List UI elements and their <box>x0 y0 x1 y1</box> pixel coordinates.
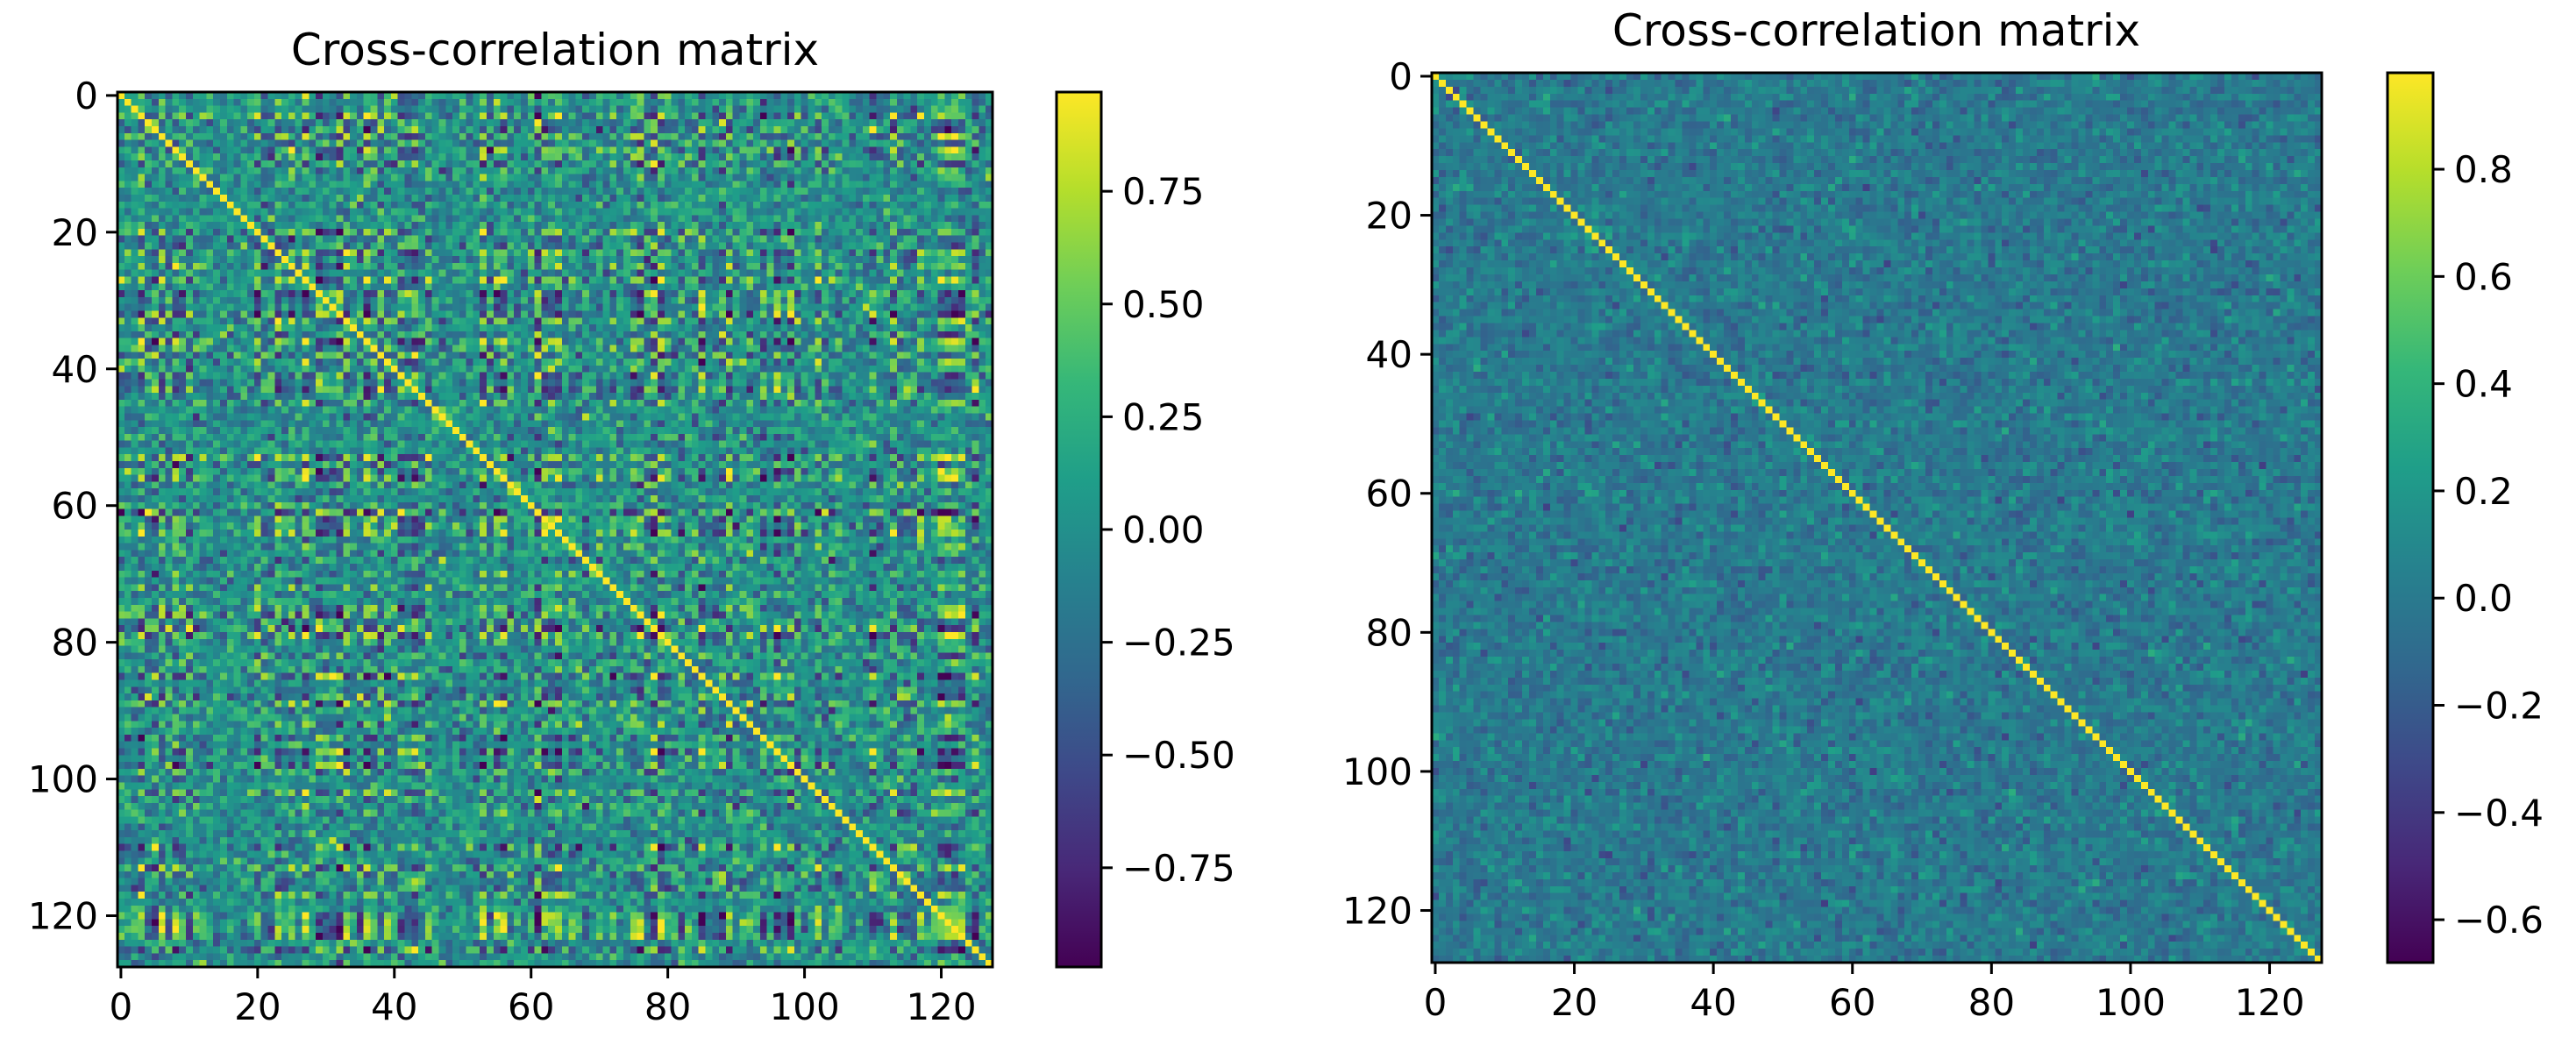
chart-left: Cross-correlation matrix 0 20 40 60 80 100 120… <box>28 25 1235 1028</box>
colorbar-tick-label: 0.4 <box>2454 363 2513 406</box>
colorbar-tick-label: 0.2 <box>2454 470 2513 513</box>
x-tick-label: 0 <box>1424 981 1448 1024</box>
y-tick-label: 0 <box>1389 55 1413 98</box>
y-tick-label: 100 <box>28 758 98 801</box>
chart-left-x-axis: 0 20 40 60 80 100 120 <box>110 967 977 1028</box>
y-tick-label: 60 <box>52 485 98 528</box>
y-tick-label: 0 <box>75 75 98 117</box>
chart-right: Cross-correlation matrix 0 20 40 60 80 100 120… <box>1342 5 2544 1024</box>
colorbar-tick-label: −0.50 <box>1122 734 1235 777</box>
colorbar-tick-label: 0.25 <box>1122 395 1205 438</box>
chart-left-heatmap <box>117 92 993 967</box>
chart-left-plot-frame <box>116 90 994 969</box>
x-tick-label: 100 <box>770 985 840 1028</box>
y-tick-label: 60 <box>1366 473 1413 515</box>
x-tick-label: 40 <box>371 985 417 1028</box>
y-tick-label: 80 <box>1366 611 1413 654</box>
colorbar-tick-label: 0.6 <box>2454 255 2513 298</box>
y-tick-label: 120 <box>1342 890 1413 933</box>
chart-left-colorbar-axis: 0.75 0.50 0.25 0.00 −0.25 −0.50 −0.75 <box>1101 170 1235 890</box>
colorbar-tick-label: 0.00 <box>1122 508 1205 551</box>
colorbar-tick-label: 0.75 <box>1122 170 1205 213</box>
y-tick-label: 120 <box>28 895 98 938</box>
chart-right-colorbar <box>2386 71 2435 964</box>
colorbar-tick-label: 0.8 <box>2454 148 2513 191</box>
x-tick-label: 40 <box>1690 981 1736 1024</box>
y-tick-label: 100 <box>1342 750 1413 793</box>
x-tick-label: 20 <box>234 985 281 1028</box>
x-tick-label: 120 <box>2234 981 2304 1024</box>
x-tick-label: 100 <box>2096 981 2166 1024</box>
heatmap-cells <box>117 92 993 967</box>
x-tick-label: 120 <box>906 985 976 1028</box>
x-tick-label: 20 <box>1551 981 1598 1024</box>
y-tick-label: 20 <box>52 211 98 254</box>
y-tick-label: 40 <box>52 348 98 391</box>
chart-right-plot-frame <box>1430 71 2323 964</box>
y-tick-label: 40 <box>1366 333 1413 376</box>
colorbar-tick-label: −0.75 <box>1122 847 1235 890</box>
colorbar-tick-label: 0.0 <box>2454 577 2513 620</box>
y-tick-label: 80 <box>52 622 98 665</box>
colorbar-tick-label: −0.25 <box>1122 622 1235 665</box>
colorbar-tick-label: −0.6 <box>2454 899 2544 942</box>
colorbar-tick-label: 0.50 <box>1122 283 1205 326</box>
x-tick-label: 80 <box>1968 981 2015 1024</box>
chart-right-title: Cross-correlation matrix <box>1612 5 2140 56</box>
chart-right-colorbar-axis: 0.8 0.6 0.4 0.2 0.0 −0.2 −0.4 −0.6 <box>2433 148 2544 942</box>
chart-left-title: Cross-correlation matrix <box>291 25 819 75</box>
chart-left-colorbar <box>1055 90 1103 969</box>
colorbar-tick-label: −0.4 <box>2454 792 2544 835</box>
x-tick-label: 60 <box>1829 981 1875 1024</box>
heatmap-cells <box>1432 73 2322 963</box>
x-tick-label: 60 <box>508 985 554 1028</box>
x-tick-label: 80 <box>644 985 691 1028</box>
x-tick-label: 0 <box>110 985 133 1028</box>
chart-right-y-axis: 0 20 40 60 80 100 120 <box>1342 55 1432 933</box>
chart-left-y-axis: 0 20 40 60 80 100 120 <box>28 75 117 938</box>
colorbar-tick-label: −0.2 <box>2454 685 2544 728</box>
y-tick-label: 20 <box>1366 195 1413 238</box>
chart-right-x-axis: 0 20 40 60 80 100 120 <box>1424 963 2305 1024</box>
chart-right-heatmap <box>1432 73 2322 963</box>
